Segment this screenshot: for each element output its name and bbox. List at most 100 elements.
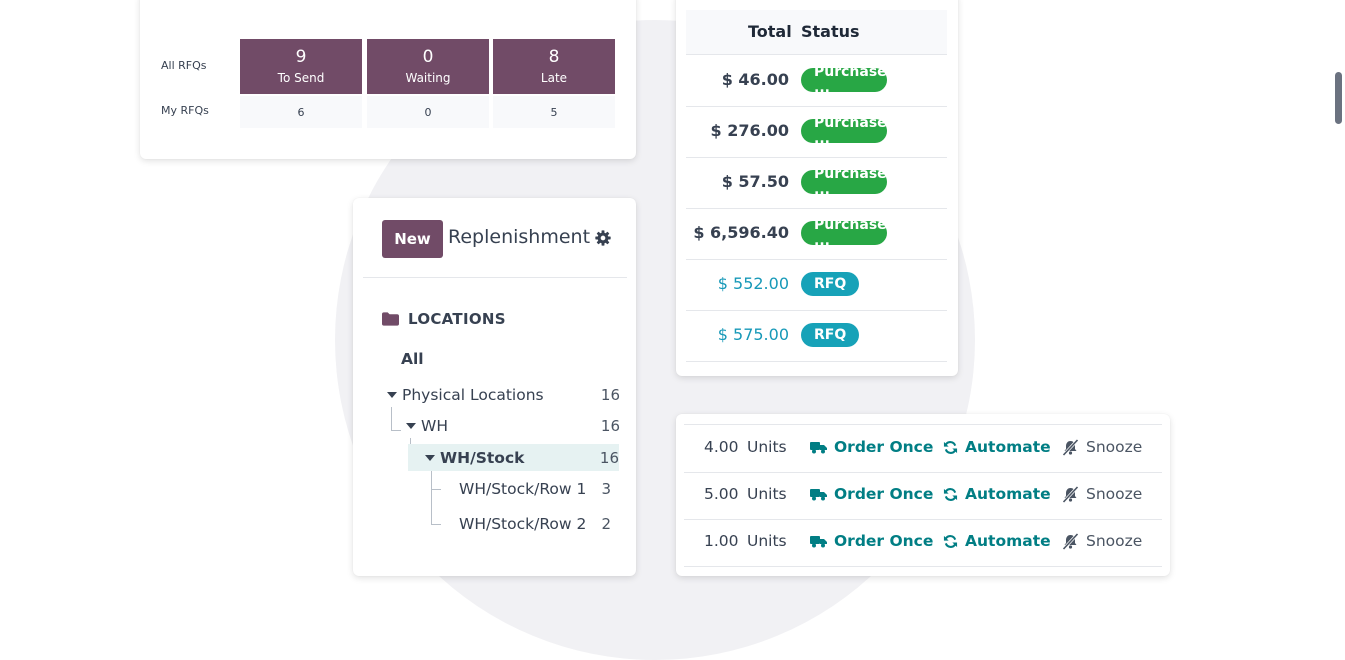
- automate-label: Automate: [965, 485, 1051, 503]
- tree-connector: [391, 407, 392, 431]
- tree-item-label: Physical Locations: [402, 385, 544, 404]
- caret-down-icon[interactable]: [425, 454, 435, 461]
- tree-item-wh-stock[interactable]: WH/Stock 16: [408, 444, 619, 471]
- order-total: $ 6,596.40: [693, 223, 789, 242]
- tree-connector: [391, 430, 401, 431]
- orders-table-card: Total Status $ 46.00 Purchase ... $ 276.…: [676, 0, 958, 376]
- tree-item-all[interactable]: All: [401, 345, 620, 372]
- table-row[interactable]: $ 276.00 Purchase ...: [686, 106, 947, 158]
- table-row[interactable]: $ 57.50 Purchase ...: [686, 157, 947, 209]
- order-total: $ 552.00: [717, 274, 789, 293]
- order-total: $ 57.50: [721, 172, 789, 191]
- status-badge: RFQ: [801, 323, 860, 347]
- automate-button[interactable]: Automate: [943, 438, 1051, 456]
- automate-label: Automate: [965, 438, 1051, 456]
- snooze-label: Snooze: [1086, 438, 1143, 456]
- bell-slash-icon: [1062, 438, 1079, 456]
- quantity-value: 1.00: [704, 532, 739, 550]
- gear-icon[interactable]: [594, 229, 612, 247]
- my-rfq-to-send-cell[interactable]: 6: [240, 96, 362, 128]
- snooze-label: Snooze: [1086, 485, 1143, 503]
- rfq-waiting-button[interactable]: 0 Waiting: [367, 39, 489, 94]
- status-badge: Purchase ...: [801, 115, 887, 147]
- caret-down-icon[interactable]: [387, 391, 397, 398]
- table-row[interactable]: 5.00 Units Order Once Automate Snooze: [684, 472, 1162, 520]
- automate-button[interactable]: Automate: [943, 532, 1051, 550]
- order-once-label: Order Once: [834, 438, 934, 456]
- rfq-late-label: Late: [540, 71, 568, 85]
- bell-slash-icon: [1062, 532, 1079, 550]
- rfq-to-send-label: To Send: [277, 71, 325, 85]
- table-row[interactable]: $ 46.00 Purchase ...: [686, 55, 947, 107]
- tree-item-count: 16: [599, 448, 619, 467]
- table-row[interactable]: $ 575.00 RFQ: [686, 310, 947, 362]
- caret-down-icon[interactable]: [406, 422, 416, 429]
- snooze-button[interactable]: Snooze: [1062, 485, 1142, 503]
- locations-heading-label: LOCATIONS: [408, 310, 506, 328]
- vertical-scrollbar[interactable]: [1335, 72, 1342, 124]
- rfq-summary-card: All RFQs My RFQs 9 To Send 0 Waiting 8 L…: [140, 0, 636, 159]
- panel-divider: [363, 277, 627, 278]
- status-badge: Purchase ...: [801, 166, 887, 198]
- table-row[interactable]: 1.00 Units Order Once Automate Snooze: [684, 519, 1162, 567]
- order-once-label: Order Once: [834, 532, 934, 550]
- tree-item-count: 16: [600, 416, 620, 435]
- tree-item-label: WH/Stock/Row 2: [459, 514, 587, 533]
- tree-item-label: WH/Stock/Row 1: [459, 479, 587, 498]
- tree-connector: [431, 524, 441, 525]
- new-button[interactable]: New: [382, 220, 443, 258]
- tree-item-row-1[interactable]: WH/Stock/Row 1 3: [459, 475, 611, 502]
- rfq-to-send-button[interactable]: 9 To Send: [240, 39, 362, 94]
- rfq-late-button[interactable]: 8 Late: [493, 39, 615, 94]
- table-row[interactable]: $ 552.00 RFQ: [686, 259, 947, 311]
- status-badge: RFQ: [801, 272, 860, 296]
- table-header: [686, 10, 947, 55]
- truck-icon: [810, 535, 827, 547]
- table-row[interactable]: $ 6,596.40 Purchase ...: [686, 208, 947, 260]
- unit-label: Units: [747, 485, 787, 503]
- snooze-label: Snooze: [1086, 532, 1143, 550]
- snooze-button[interactable]: Snooze: [1062, 438, 1142, 456]
- snooze-button[interactable]: Snooze: [1062, 532, 1142, 550]
- rfq-to-send-count: 9: [295, 47, 307, 67]
- bell-slash-icon: [1062, 485, 1079, 503]
- table-row[interactable]: 4.00 Units Order Once Automate Snooze: [684, 424, 1162, 473]
- tree-item-label: WH/Stock: [440, 448, 525, 467]
- tree-connector: [431, 489, 441, 490]
- replenishment-panel: New Replenishment LOCATIONS All Physical…: [353, 198, 636, 576]
- order-once-button[interactable]: Order Once: [810, 438, 933, 456]
- column-header-status[interactable]: Status: [801, 22, 860, 41]
- automate-label: Automate: [965, 532, 1051, 550]
- tree-item-count: 3: [601, 479, 611, 498]
- truck-icon: [810, 488, 827, 500]
- status-badge: Purchase ...: [801, 64, 887, 96]
- truck-icon: [810, 441, 827, 453]
- my-rfq-late-cell[interactable]: 5: [493, 96, 615, 128]
- column-header-total[interactable]: Total: [748, 22, 792, 41]
- refresh-icon: [943, 534, 958, 548]
- tree-item-wh[interactable]: WH 16: [406, 412, 620, 439]
- order-total: $ 46.00: [721, 70, 789, 89]
- quantity-value: 4.00: [704, 438, 739, 456]
- rfq-waiting-label: Waiting: [405, 71, 451, 85]
- replenishment-lines-card: 4.00 Units Order Once Automate Snooze 5.…: [676, 414, 1170, 576]
- all-rfqs-label: All RFQs: [161, 59, 207, 72]
- tree-item-row-2[interactable]: WH/Stock/Row 2 2: [459, 510, 611, 537]
- order-total: $ 575.00: [717, 325, 789, 344]
- tree-connector: [431, 471, 432, 525]
- order-once-label: Order Once: [834, 485, 934, 503]
- order-once-button[interactable]: Order Once: [810, 485, 933, 503]
- automate-button[interactable]: Automate: [943, 485, 1051, 503]
- unit-label: Units: [747, 438, 787, 456]
- my-rfqs-label: My RFQs: [161, 104, 209, 117]
- my-rfq-waiting-cell[interactable]: 0: [367, 96, 489, 128]
- tree-item-label: WH: [421, 416, 448, 435]
- rfq-waiting-count: 0: [422, 47, 434, 67]
- page-title: Replenishment: [448, 226, 591, 248]
- tree-item-all-label: All: [401, 349, 424, 368]
- order-total: $ 276.00: [710, 121, 789, 140]
- tree-item-physical-locations[interactable]: Physical Locations 16: [387, 381, 620, 408]
- quantity-value: 5.00: [704, 485, 739, 503]
- order-once-button[interactable]: Order Once: [810, 532, 933, 550]
- tree-item-count: 2: [601, 514, 611, 533]
